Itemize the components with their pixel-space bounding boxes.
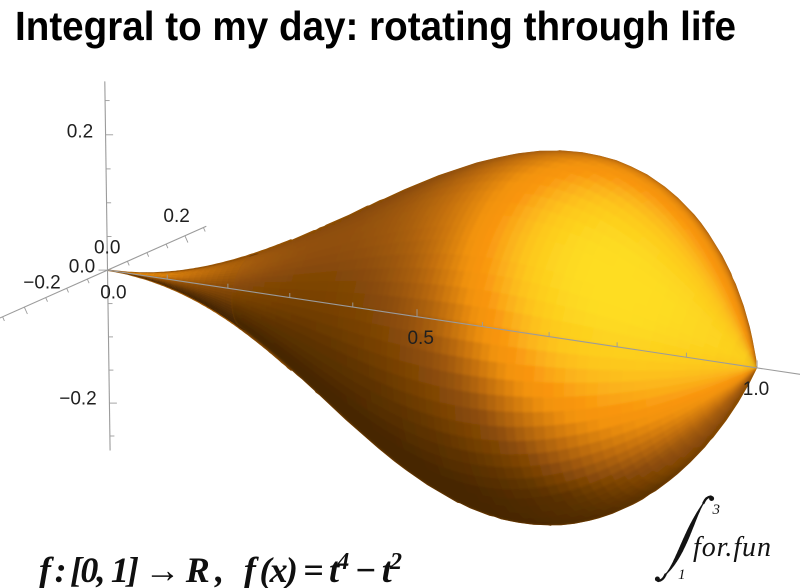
- svg-text:for.fun: for.fun: [693, 532, 771, 563]
- svg-text:3: 3: [712, 502, 721, 518]
- svg-text:−0.2: −0.2: [59, 389, 97, 410]
- svg-text:1.0: 1.0: [743, 379, 769, 400]
- svg-text:0.2: 0.2: [67, 122, 93, 143]
- svg-text:1: 1: [678, 567, 686, 583]
- svg-text:0.2: 0.2: [163, 206, 189, 227]
- svg-text:0.0: 0.0: [100, 283, 126, 304]
- svg-text:0.5: 0.5: [407, 328, 433, 349]
- svg-text:Integral to my day: rotating t: Integral to my day: rotating through lif…: [15, 3, 736, 49]
- svg-text:−0.2: −0.2: [23, 273, 61, 294]
- svg-text:f : [0, 1] → R , f (x) = t4: f : [0, 1] → R , f (x) = t4 − t2: [39, 549, 402, 588]
- svg-text:0.0: 0.0: [94, 238, 120, 259]
- svg-text:0.0: 0.0: [69, 257, 95, 278]
